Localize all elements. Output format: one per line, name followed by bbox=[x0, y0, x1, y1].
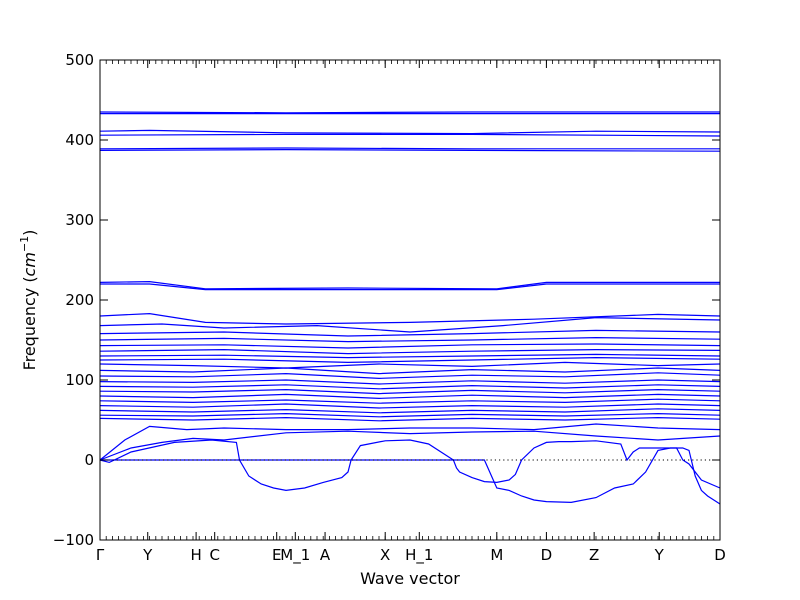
band-line-29 bbox=[99, 423, 721, 461]
x-axis-label: Wave vector bbox=[360, 569, 460, 588]
band-line-18 bbox=[99, 367, 721, 375]
x-tick-label-0: Γ bbox=[96, 546, 105, 564]
band-line-12 bbox=[99, 336, 721, 343]
band-line-11 bbox=[99, 329, 721, 337]
y-axis-unit-exponent: −1 bbox=[18, 236, 31, 252]
band-line-19 bbox=[99, 372, 721, 380]
band-line-8 bbox=[100, 283, 720, 291]
band-line-17 bbox=[99, 361, 721, 369]
band-line-24 bbox=[99, 398, 721, 404]
band-line-25 bbox=[99, 403, 721, 409]
x-tick-label-7: X bbox=[380, 546, 390, 564]
y-tick-label-4: 300 bbox=[65, 211, 94, 229]
ticks-layer: −100 0 100 200 300 400 500 Γ Y H C EM_1 A X H_1 M D Z Y D bbox=[53, 51, 726, 565]
band-line-26 bbox=[99, 408, 721, 414]
x-tick-label-2: H bbox=[190, 546, 201, 564]
x-tick-label-11: Z bbox=[589, 546, 599, 564]
band-line-13 bbox=[99, 343, 721, 349]
band-line-20 bbox=[99, 379, 721, 385]
band-line-27 bbox=[99, 412, 721, 418]
y-tick-label-3: 200 bbox=[65, 291, 94, 309]
band-line-23 bbox=[99, 393, 721, 400]
y-axis-label-prefix: Frequency ( bbox=[20, 276, 39, 370]
band-line-32 bbox=[100, 447, 721, 505]
x-tick-label-1: Y bbox=[142, 546, 153, 564]
band-line-28 bbox=[99, 416, 721, 422]
x-tick-label-12: Y bbox=[654, 546, 665, 564]
x-tick-label-6: A bbox=[320, 546, 331, 564]
band-line-6 bbox=[99, 149, 721, 152]
y-tick-label-1: 0 bbox=[84, 451, 94, 469]
band-line-21 bbox=[99, 384, 721, 390]
band-line-10 bbox=[99, 316, 721, 333]
band-line-15 bbox=[99, 353, 721, 359]
y-axis-label: Frequency (cm−1) bbox=[18, 230, 39, 371]
band-line-1 bbox=[99, 111, 720, 114]
band-line-16 bbox=[99, 356, 721, 364]
band-line-4 bbox=[99, 133, 721, 137]
band-line-9 bbox=[99, 312, 721, 325]
x-tick-label-10: D bbox=[541, 546, 553, 564]
y-axis-unit: cm bbox=[20, 252, 39, 276]
band-line-30 bbox=[99, 430, 721, 461]
x-tick-label-8: H_1 bbox=[405, 546, 433, 565]
x-tick-label-4: E bbox=[272, 546, 281, 564]
band-line-22 bbox=[99, 388, 721, 395]
x-tick-label-5: M_1 bbox=[280, 546, 310, 565]
y-tick-label-0: −100 bbox=[53, 531, 94, 549]
y-tick-label-5: 400 bbox=[65, 131, 94, 149]
y-tick-label-6: 500 bbox=[65, 51, 94, 69]
band-line-5 bbox=[99, 147, 720, 150]
band-lines-layer bbox=[99, 111, 721, 505]
band-line-3 bbox=[99, 129, 721, 135]
x-tick-label-9: M bbox=[490, 546, 503, 564]
band-line-14 bbox=[99, 348, 721, 355]
x-tick-label-13: D bbox=[714, 546, 726, 564]
y-tick-label-2: 100 bbox=[65, 371, 94, 389]
band-line-31 bbox=[99, 439, 721, 492]
y-axis-label-suffix: ) bbox=[20, 230, 39, 236]
x-tick-label-3: C bbox=[209, 546, 219, 564]
band-line-7 bbox=[99, 280, 720, 290]
